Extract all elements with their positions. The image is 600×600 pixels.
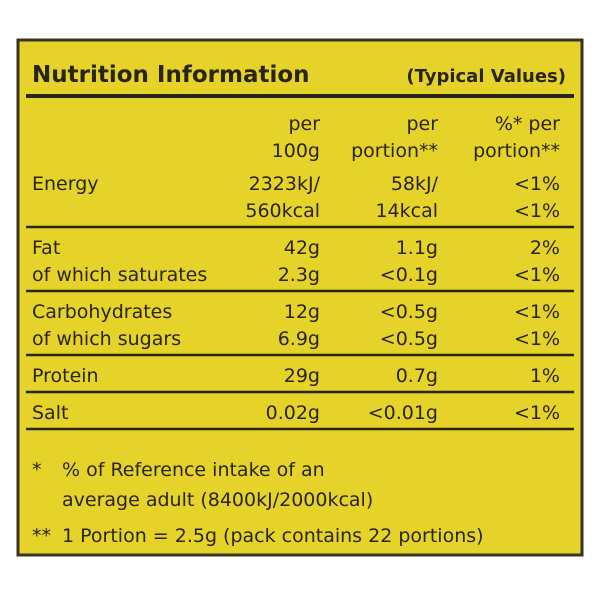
title: Nutrition Information [32,62,310,88]
nutrient-label: Fat [32,237,60,259]
nutrient-value: 560kcal [245,200,320,222]
nutrient-value: 2% [530,237,560,259]
column-header: %* per [495,113,560,135]
nutrient-label: Salt [32,402,68,424]
footnote-text: 1 Portion = 2.5g (pack contains 22 porti… [62,525,484,547]
nutrient-value: 58kJ/ [391,173,439,195]
nutrient-value: <0.5g [380,301,438,323]
nutrient-label: Carbohydrates [32,301,172,323]
nutrient-label: Energy [32,173,99,195]
footnote-text: average adult (8400kJ/2000kcal) [62,489,373,511]
nutrient-value: <0.1g [380,264,438,286]
nutrient-value: <1% [514,402,560,424]
footnote-text: % of Reference intake of an [62,459,325,481]
nutrient-label: Protein [32,365,99,387]
column-header: 100g [272,140,320,162]
nutrient-value: 42g [284,237,320,259]
nutrient-value: 2.3g [278,264,320,286]
nutrient-value: 0.7g [396,365,438,387]
nutrient-value: 1% [530,365,560,387]
nutrient-value: <0.01g [368,402,438,424]
nutrient-value: <1% [514,328,560,350]
label-panel [16,38,584,557]
subtitle: (Typical Values) [406,66,566,87]
column-header: per [406,113,438,135]
column-header: portion** [351,140,438,162]
nutrient-value: 12g [284,301,320,323]
nutrient-value: 2323kJ/ [249,173,321,195]
footnote-mark: * [32,459,42,481]
column-header: portion** [473,140,560,162]
nutrient-value: <1% [514,264,560,286]
column-header: per [288,113,320,135]
nutrient-label: of which saturates [32,264,207,286]
nutrient-value: 6.9g [278,328,320,350]
nutrient-value: 14kcal [375,200,438,222]
nutrient-value: <1% [514,301,560,323]
nutrient-label: of which sugars [32,328,181,350]
nutrient-value: <1% [514,173,560,195]
footnote-mark: ** [32,525,51,547]
nutrient-value: 0.02g [266,402,320,424]
nutrient-value: <0.5g [380,328,438,350]
nutrient-value: 1.1g [396,237,438,259]
nutrient-value: 29g [284,365,320,387]
nutrient-value: <1% [514,200,560,222]
